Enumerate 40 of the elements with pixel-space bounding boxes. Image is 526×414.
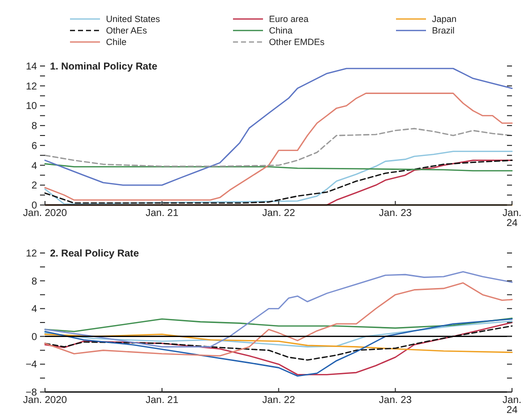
legend-label: United States [106,14,161,24]
y-tick-label: 4 [31,304,38,316]
x-tick-label: Jan. 21 [146,208,179,219]
line-series [44,128,513,167]
line-series [44,150,513,205]
y-tick-label: 4 [31,160,38,172]
legend-label: Brazil [432,26,455,36]
x-tick-label: Jan. 24 [502,395,522,414]
line-series [44,92,513,201]
y-tick-label: 12 [26,248,38,260]
line-series [44,163,513,172]
x-tick-label: Jan. 22 [262,395,296,406]
line-series [44,271,513,348]
x-tick-label: Jan. 24 [502,208,522,229]
y-tick-label: 6 [31,140,38,152]
legend-label: Chile [106,37,127,48]
legend-label: Other EMDEs [269,37,326,48]
y-tick-label: 2 [31,180,38,192]
y-tick-label: 12 [26,81,38,92]
x-tick-label: Jan. 22 [262,208,296,219]
x-tick-label: Jan. 23 [378,208,412,219]
line-series [44,325,513,361]
legend-label: Other AEs [106,26,148,36]
chart-title: 2. Real Policy Rate [50,248,140,260]
x-tick-label: Jan. 2020 [23,395,68,406]
chart-title: 1. Nominal Policy Rate [50,62,158,72]
y-tick-label: 8 [31,276,38,288]
legend-label: China [269,26,293,36]
x-tick-label: Jan. 21 [146,395,179,406]
y-tick-label: 10 [26,101,38,112]
legend-label: Euro area [269,14,309,24]
y-tick-label: 8 [31,121,38,132]
x-tick-label: Jan. 23 [378,395,412,406]
line-series [44,282,513,357]
line-series [44,320,513,348]
legend-label: Japan [432,14,457,24]
line-series [44,334,513,354]
y-tick-label: 0 [31,332,38,343]
y-tick-label: −4 [26,360,38,371]
y-tick-label: 14 [26,62,38,72]
